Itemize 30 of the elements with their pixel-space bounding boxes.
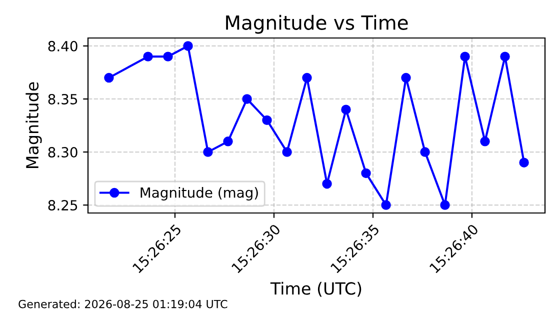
point <box>460 52 470 62</box>
point <box>401 72 411 83</box>
point <box>361 168 371 178</box>
point <box>341 104 351 114</box>
point <box>440 200 450 210</box>
point <box>242 94 252 104</box>
legend-label: Magnitude (mag) <box>140 187 258 200</box>
point <box>302 72 312 83</box>
point <box>282 147 292 157</box>
y-axis-title: Magnitude <box>26 82 42 168</box>
point <box>163 52 173 62</box>
y-tick-label: 8.35 <box>48 94 78 104</box>
point <box>420 147 430 157</box>
point <box>500 52 510 62</box>
x-axis-title: Time (UTC) <box>270 282 362 297</box>
point <box>183 41 193 51</box>
chart-title: Magnitude vs Time <box>226 14 408 34</box>
text: Generated: 2026-08-25 01:19:04 UTC <box>18 300 228 308</box>
y-tick-label: 8.40 <box>48 40 78 52</box>
y-tick-label: 8.25 <box>48 200 78 211</box>
y-tick-label: 8.30 <box>48 146 78 158</box>
point <box>203 147 213 157</box>
point <box>262 115 272 126</box>
point <box>322 178 332 189</box>
point <box>223 136 233 146</box>
point <box>381 200 391 210</box>
point <box>480 136 490 146</box>
point <box>519 158 529 168</box>
point <box>143 52 153 62</box>
point <box>104 72 114 83</box>
